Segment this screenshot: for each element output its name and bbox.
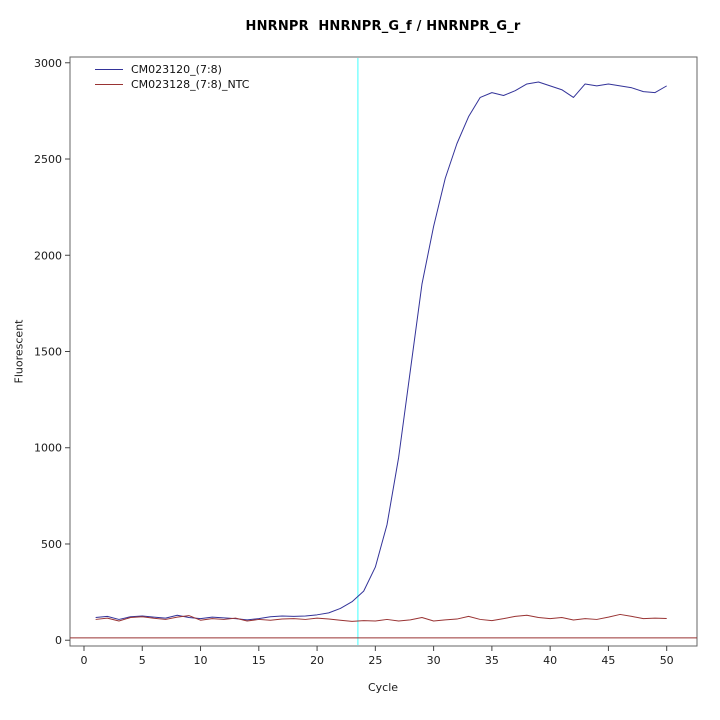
y-tick-label: 1000: [34, 442, 62, 455]
legend-line-ntc-icon: [95, 84, 123, 85]
series-line-0: [95, 81, 667, 621]
chart-title: HNRNPR HNRNPR_G_f / HNRNPR_G_r: [245, 19, 521, 34]
series-line-1: [95, 613, 667, 622]
legend-item-sample: CM023120_(7:8): [95, 62, 249, 77]
x-tick-label: 45: [601, 654, 615, 667]
x-tick-label: 50: [660, 654, 674, 667]
y-tick-label: 1500: [34, 346, 62, 359]
x-tick-label: 30: [427, 654, 441, 667]
legend-item-ntc: CM023128_(7:8)_NTC: [95, 77, 249, 92]
y-axis-label: Fluorescent: [12, 319, 26, 384]
x-axis-label: Cycle: [367, 681, 399, 694]
x-tick-label: 0: [80, 654, 87, 667]
legend-label-sample: CM023120_(7:8): [131, 63, 222, 76]
y-tick-label: 2000: [34, 249, 62, 262]
x-tick-label: 10: [194, 654, 208, 667]
x-tick-label: 20: [310, 654, 324, 667]
y-tick-label: 0: [55, 634, 62, 647]
y-tick-label: 500: [41, 538, 62, 551]
x-tick-label: 35: [485, 654, 499, 667]
x-tick-label: 25: [368, 654, 382, 667]
legend: CM023120_(7:8) CM023128_(7:8)_NTC: [95, 62, 249, 92]
plot-border: [69, 56, 698, 647]
legend-label-ntc: CM023128_(7:8)_NTC: [131, 78, 250, 91]
y-tick-label: 3000: [34, 57, 62, 70]
y-tick-label: 2500: [34, 153, 62, 166]
x-tick-label: 40: [543, 654, 557, 667]
x-tick-label: 15: [252, 654, 266, 667]
x-tick-label: 5: [139, 654, 146, 667]
legend-line-sample-icon: [95, 69, 123, 70]
